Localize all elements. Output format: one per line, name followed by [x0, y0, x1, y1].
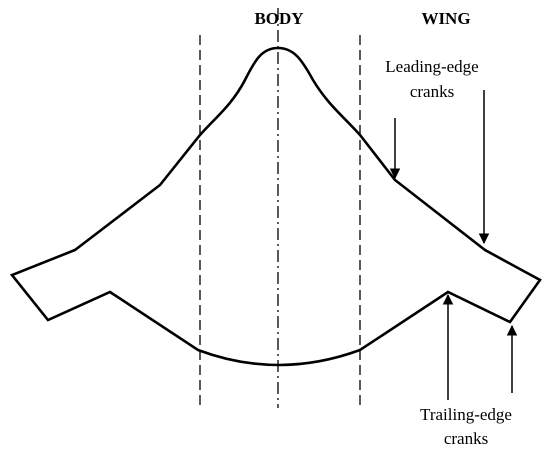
trailing-edge-label: cranks — [444, 429, 488, 448]
leading-edge-label: Leading-edge — [385, 57, 478, 76]
wing-label: WING — [421, 9, 470, 28]
body-label: BODY — [254, 9, 303, 28]
leading-edge-label: cranks — [410, 82, 454, 101]
planform-outline — [9, 46, 542, 367]
trailing-edge-label: Trailing-edge — [420, 405, 512, 424]
